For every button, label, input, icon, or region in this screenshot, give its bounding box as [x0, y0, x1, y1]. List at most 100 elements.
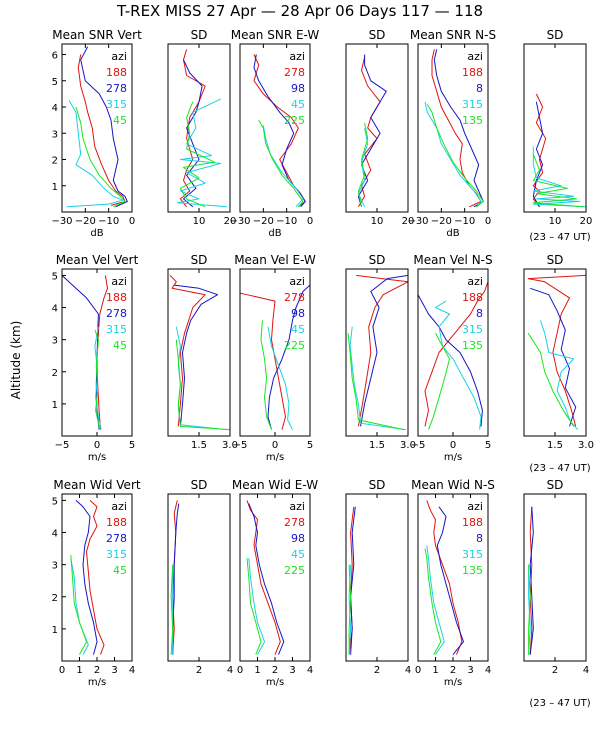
y-tick-label: 2 [52, 368, 58, 379]
legend-entry-98: 98 [291, 532, 305, 545]
series-line-blue [532, 101, 544, 208]
x-tick-label: 10 [193, 216, 206, 227]
x-tick-label: 0 [307, 216, 313, 227]
x-tick-label: 20 [402, 216, 415, 227]
y-tick-label: 1 [52, 400, 58, 411]
series-line-188 [424, 281, 488, 427]
series-line-135 [426, 104, 484, 208]
series-line-blue [529, 506, 534, 655]
series-line-8 [418, 294, 483, 427]
x-tick-label: −30 [407, 216, 428, 227]
x-tick-label: −5 [55, 440, 70, 451]
panel-5: Mean SNR N-S −30 −20 −10 0 dB azi 188 8 315 135 [407, 28, 496, 239]
y-tick-label: 5 [52, 496, 58, 507]
x-tick-label: 3.0 [578, 440, 594, 451]
legend-header: azi [289, 500, 305, 513]
panel-title: Mean Vel Vert [56, 253, 139, 267]
legend-entry-98: 98 [291, 82, 305, 95]
x-tick-label: 3.0 [222, 440, 238, 451]
series-line-225 [260, 320, 272, 430]
series-line-225 [258, 119, 304, 208]
x-tick-label: −30 [51, 216, 72, 227]
y-tick-label: 4 [52, 304, 58, 315]
legend-entry-135: 135 [462, 564, 483, 577]
series-line-blue [530, 287, 577, 427]
legend-entry-315: 315 [106, 548, 127, 561]
series-line-225 [246, 558, 262, 655]
series-line-135 [424, 548, 442, 655]
panel-18: SD 2 4 [523, 478, 589, 676]
series-line-188 [96, 275, 108, 430]
panel-title: Mean SNR Vert [52, 28, 142, 42]
x-tick-label: 3 [467, 665, 473, 676]
legend-entry-315: 315 [462, 548, 483, 561]
legend-entry-315: 315 [462, 323, 483, 336]
series-line-red [532, 93, 547, 208]
panel-3: Mean SNR E-W −30 −20 −10 0 dB azi 278 98 45 225 [229, 28, 319, 239]
altitude-axis-label: Altitude (km) [9, 321, 23, 400]
series-line-8 [433, 49, 484, 208]
series-line-8 [436, 506, 464, 655]
x-axis-label: dB [446, 228, 459, 239]
series-line-45 [75, 106, 126, 208]
x-tick-label: 1 [76, 665, 82, 676]
panel-title: Mean Wid E-W [232, 478, 318, 492]
series-line-blue [183, 59, 203, 208]
panel-title: SD [191, 28, 208, 42]
panel-10: SD 1.5 3.0 [345, 253, 416, 451]
series-line-green [357, 122, 369, 207]
legend-entry-225: 225 [284, 339, 305, 352]
ut-note-row-3: (23 – 47 UT) [529, 698, 590, 709]
legend-entry-188: 188 [462, 516, 483, 529]
series-line-45 [248, 558, 265, 655]
x-tick-label: 1.5 [369, 440, 385, 451]
x-tick-label: 0 [272, 440, 278, 451]
series-line-green [532, 154, 583, 208]
panel-8: SD 1.5 3.0 [167, 253, 238, 451]
x-tick-label: 1 [432, 665, 438, 676]
panel-title: SD [369, 478, 386, 492]
x-tick-label: −20 [75, 216, 96, 227]
series-line-278 [75, 500, 98, 655]
legend-entry-45: 45 [113, 339, 127, 352]
x-axis-label: m/s [444, 677, 462, 688]
series-line-green [528, 564, 531, 655]
y-tick-label: 6 [52, 51, 58, 62]
x-tick-label: −10 [454, 216, 475, 227]
series-line-315 [424, 101, 482, 208]
series-line-green [170, 564, 174, 655]
series-line-blue [174, 284, 219, 427]
legend-entry-188: 188 [106, 516, 127, 529]
x-tick-label: 2 [94, 665, 100, 676]
legend-entry-135: 135 [462, 114, 483, 127]
x-tick-label: 2 [196, 665, 202, 676]
legend-entry-8: 8 [476, 307, 483, 320]
plot-frame [523, 268, 587, 437]
x-tick-label: 2 [272, 665, 278, 676]
panel-17: Mean Wid N-S 0 1 2 3 4 m/s azi 188 8 315 135 [411, 478, 495, 688]
legend-entry-45: 45 [291, 323, 305, 336]
legend-entry-278: 278 [106, 532, 127, 545]
x-tick-label: 3.0 [400, 440, 416, 451]
series-line-45 [94, 329, 101, 430]
series-line-98 [248, 503, 285, 655]
panel-14: SD 2 4 [167, 478, 233, 676]
legend-entry-315: 315 [106, 98, 127, 111]
x-tick-label: 0 [94, 440, 100, 451]
panel-1: Mean SNR Vert−30 −20 −10 0123456dBazi188278… [51, 28, 142, 239]
legend-entry-225: 225 [284, 114, 305, 127]
series-line-315 [94, 326, 102, 430]
series-line-cyan [349, 326, 406, 431]
panel-title: Mean Vel N-S [413, 253, 492, 267]
x-tick-label: 0 [485, 216, 491, 227]
series-line-red [179, 49, 206, 208]
legend-header: azi [467, 50, 483, 63]
y-tick-label: 1 [52, 182, 58, 193]
x-axis-label: dB [90, 228, 103, 239]
legend-entry-278: 278 [106, 307, 127, 320]
series-line-98 [267, 284, 310, 430]
series-line-188 [86, 500, 105, 655]
